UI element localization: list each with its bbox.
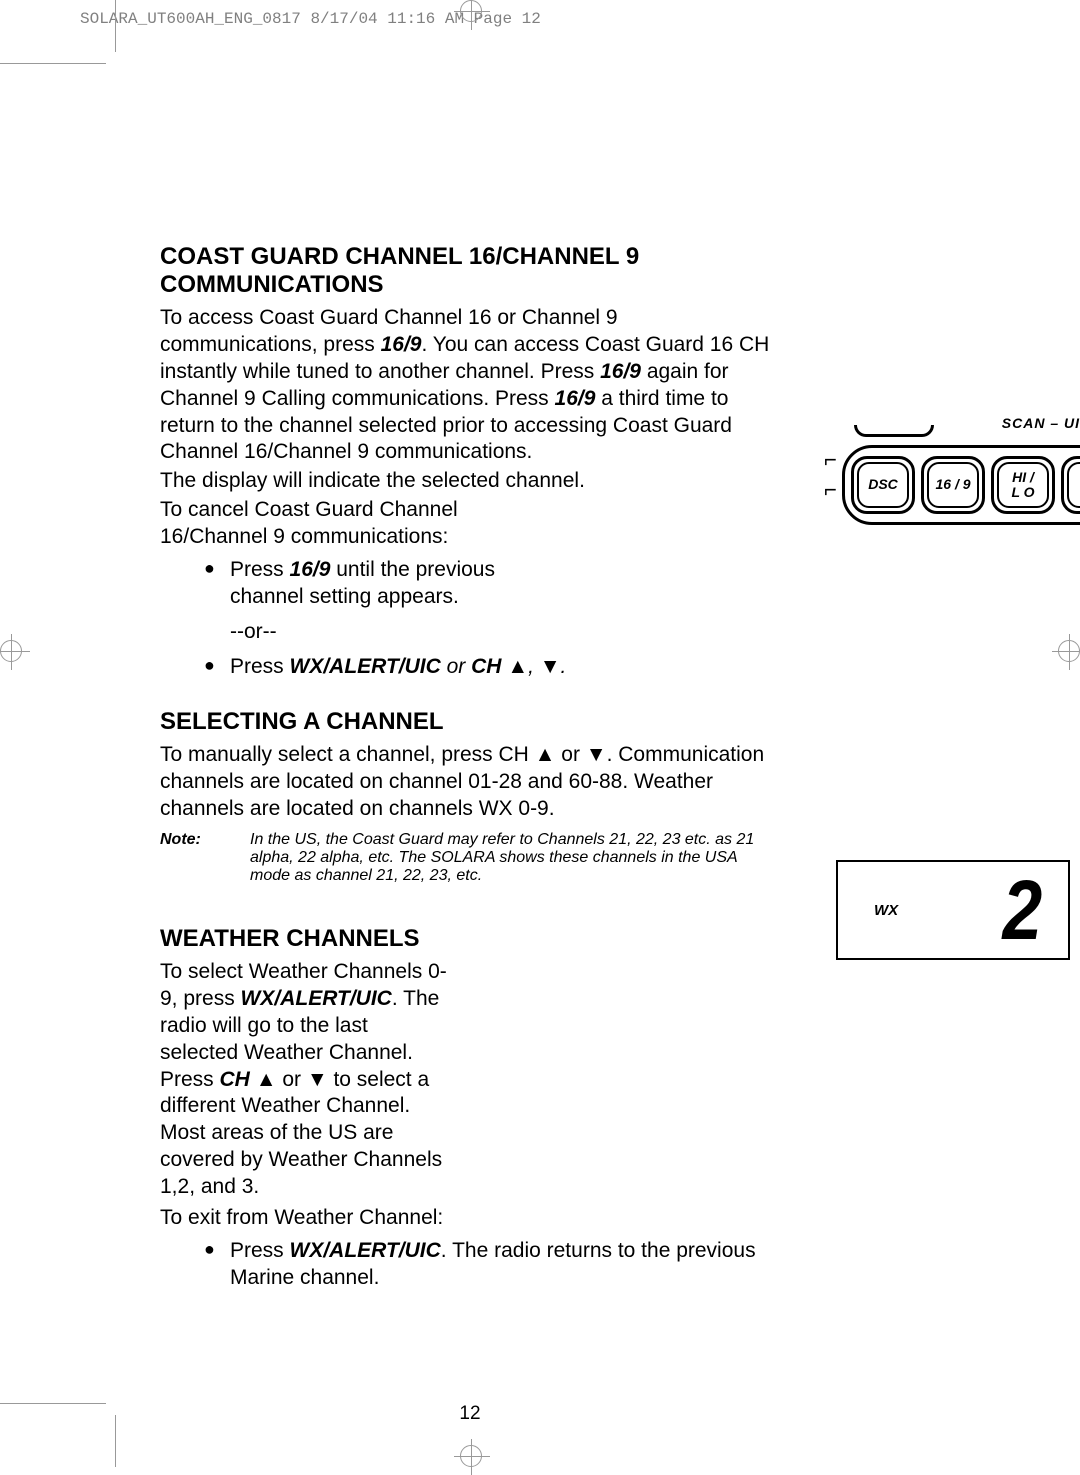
paragraph: To select Weather Channels 0-9, press WX…: [160, 959, 450, 1201]
bullet-list: Press WX/ALERT/UIC or CH ▲, ▼.: [204, 654, 780, 681]
scan-label: SCAN – UI: [1002, 415, 1080, 431]
list-item: Press 16/9 until the previous channel se…: [204, 557, 564, 611]
bullet-list: Press WX/ALERT/UIC. The radio returns to…: [204, 1238, 780, 1292]
crop-mark: [0, 1403, 106, 1404]
note-body: In the US, the Coast Guard may refer to …: [250, 831, 780, 885]
registration-mark-right: [1058, 640, 1080, 662]
heading-weather-channels: WEATHER CHANNELS: [160, 925, 780, 953]
paragraph: The display will indicate the selected c…: [160, 468, 780, 495]
heading-coast-guard: COAST GUARD CHANNEL 16/CHANNEL 9 COMMUNI…: [160, 243, 780, 299]
registration-mark-left: [0, 640, 22, 662]
device-buttons-illustration: SCAN – UI ⌐ ⌐ DSC 16 / 9 HI /L O: [820, 415, 1080, 535]
bracket-icon: ⌐: [824, 477, 837, 503]
note: Note: In the US, the Coast Guard may ref…: [160, 831, 780, 885]
lcd-wx-label: WX: [874, 902, 898, 919]
bullet-list: Press 16/9 until the previous channel se…: [204, 557, 780, 611]
page-number: 12: [160, 1402, 780, 1426]
dsc-button-graphic: DSC: [851, 456, 915, 514]
registration-mark-bottom: [460, 1445, 482, 1467]
or-separator: --or--: [230, 619, 780, 646]
crop-mark: [0, 63, 106, 64]
heading-selecting-channel: SELECTING A CHANNEL: [160, 708, 780, 736]
lcd-display-illustration: WX 2: [836, 860, 1070, 960]
crop-mark: [115, 0, 116, 52]
169-button-graphic: 16 / 9: [921, 456, 985, 514]
partial-button-graphic: [1061, 456, 1080, 514]
note-label: Note:: [160, 831, 230, 885]
paragraph: To manually select a channel, press CH ▲…: [160, 742, 780, 823]
bracket-icon: ⌐: [824, 447, 837, 473]
paragraph: To cancel Coast Guard Channel 16/Channel…: [160, 497, 550, 551]
paragraph: To exit from Weather Channel:: [160, 1205, 780, 1232]
list-item: Press WX/ALERT/UIC or CH ▲, ▼.: [204, 654, 780, 681]
registration-mark-top: [460, 0, 482, 22]
lcd-digit: 2: [1003, 868, 1043, 952]
paragraph: To access Coast Guard Channel 16 or Chan…: [160, 305, 780, 466]
crop-mark: [115, 1415, 116, 1467]
page-content: COAST GUARD CHANNEL 16/CHANNEL 9 COMMUNI…: [160, 215, 780, 1426]
list-item: Press WX/ALERT/UIC. The radio returns to…: [204, 1238, 780, 1292]
hilo-button-graphic: HI /L O: [991, 456, 1055, 514]
